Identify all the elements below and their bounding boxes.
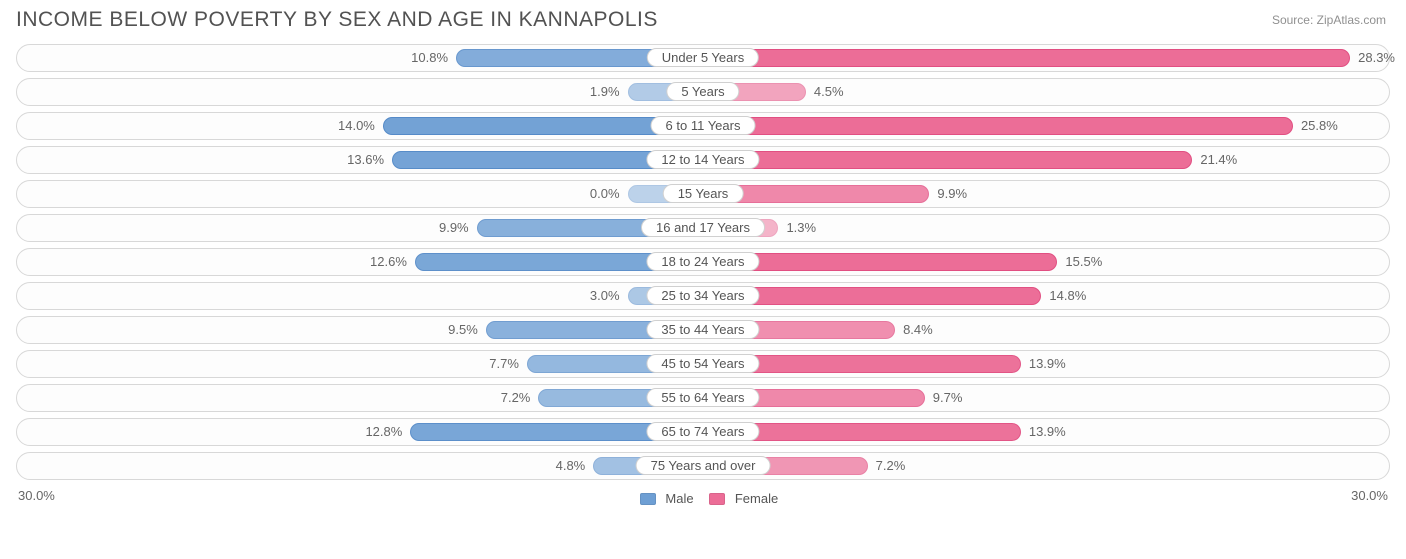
value-male: 12.8% xyxy=(365,419,402,447)
age-label: Under 5 Years xyxy=(647,48,759,67)
age-label: 15 Years xyxy=(663,184,744,203)
value-female: 28.3% xyxy=(1358,45,1395,73)
value-female: 13.9% xyxy=(1029,419,1066,447)
chart-row: 3.0% 14.8% 25 to 34 Years xyxy=(16,282,1390,310)
chart-row: 14.0% 25.8% 6 to 11 Years xyxy=(16,112,1390,140)
value-male: 9.9% xyxy=(439,215,469,243)
chart-row: 10.8%28.3%Under 5 Years xyxy=(16,44,1390,72)
legend-swatch-female xyxy=(709,493,725,505)
chart-row: 9.9% 1.3% 16 and 17 Years xyxy=(16,214,1390,242)
legend-swatch-male xyxy=(640,493,656,505)
chart-row: 7.2% 9.7% 55 to 64 Years xyxy=(16,384,1390,412)
axis-max-left: 30.0% xyxy=(18,488,55,506)
value-male: 9.5% xyxy=(448,317,478,345)
value-female: 7.2% xyxy=(876,453,906,481)
axis-max-right: 30.0% xyxy=(1351,488,1388,506)
bar-female xyxy=(703,49,1350,67)
chart-row: 1.9% 4.5% 5 Years xyxy=(16,78,1390,106)
age-label: 18 to 24 Years xyxy=(646,252,759,271)
chart-row: 7.7% 13.9% 45 to 54 Years xyxy=(16,350,1390,378)
chart-title: INCOME BELOW POVERTY BY SEX AND AGE IN K… xyxy=(16,8,658,32)
axis-row: 30.0% Male Female 30.0% xyxy=(0,486,1406,506)
age-label: 12 to 14 Years xyxy=(646,150,759,169)
age-label: 16 and 17 Years xyxy=(641,218,765,237)
chart-row: 4.8% 7.2% 75 Years and over xyxy=(16,452,1390,480)
value-female: 21.4% xyxy=(1200,147,1237,175)
legend-label-male: Male xyxy=(665,491,693,506)
value-male: 3.0% xyxy=(590,283,620,311)
value-female: 15.5% xyxy=(1065,249,1102,277)
age-label: 6 to 11 Years xyxy=(651,116,756,135)
value-male: 14.0% xyxy=(338,113,375,141)
bar-female xyxy=(703,117,1293,135)
value-male: 10.8% xyxy=(411,45,448,73)
value-male: 12.6% xyxy=(370,249,407,277)
legend-label-female: Female xyxy=(735,491,778,506)
value-female: 13.9% xyxy=(1029,351,1066,379)
chart-row: 12.8% 13.9% 65 to 74 Years xyxy=(16,418,1390,446)
chart-row: 13.6% 21.4% 12 to 14 Years xyxy=(16,146,1390,174)
age-label: 25 to 34 Years xyxy=(646,286,759,305)
value-male: 0.0% xyxy=(590,181,620,209)
value-female: 1.3% xyxy=(786,215,816,243)
chart-source: Source: ZipAtlas.com xyxy=(1272,13,1386,27)
value-female: 8.4% xyxy=(903,317,933,345)
value-female: 9.7% xyxy=(933,385,963,413)
value-male: 7.2% xyxy=(501,385,531,413)
age-label: 5 Years xyxy=(666,82,739,101)
value-male: 1.9% xyxy=(590,79,620,107)
age-label: 55 to 64 Years xyxy=(646,388,759,407)
value-male: 7.7% xyxy=(489,351,519,379)
legend: Male Female xyxy=(628,488,778,506)
chart-row: 0.0% 9.9% 15 Years xyxy=(16,180,1390,208)
chart-row: 12.6% 15.5% 18 to 24 Years xyxy=(16,248,1390,276)
value-female: 25.8% xyxy=(1301,113,1338,141)
age-label: 45 to 54 Years xyxy=(646,354,759,373)
bar-female xyxy=(703,151,1192,169)
age-label: 75 Years and over xyxy=(636,456,771,475)
chart-row: 9.5% 8.4% 35 to 44 Years xyxy=(16,316,1390,344)
value-male: 4.8% xyxy=(556,453,586,481)
value-male: 13.6% xyxy=(347,147,384,175)
value-female: 14.8% xyxy=(1049,283,1086,311)
chart-area: 10.8%28.3%Under 5 Years1.9%4.5%5 Years14… xyxy=(0,38,1406,480)
value-female: 9.9% xyxy=(937,181,967,209)
chart-header: INCOME BELOW POVERTY BY SEX AND AGE IN K… xyxy=(0,0,1406,38)
value-female: 4.5% xyxy=(814,79,844,107)
age-label: 65 to 74 Years xyxy=(646,422,759,441)
age-label: 35 to 44 Years xyxy=(646,320,759,339)
